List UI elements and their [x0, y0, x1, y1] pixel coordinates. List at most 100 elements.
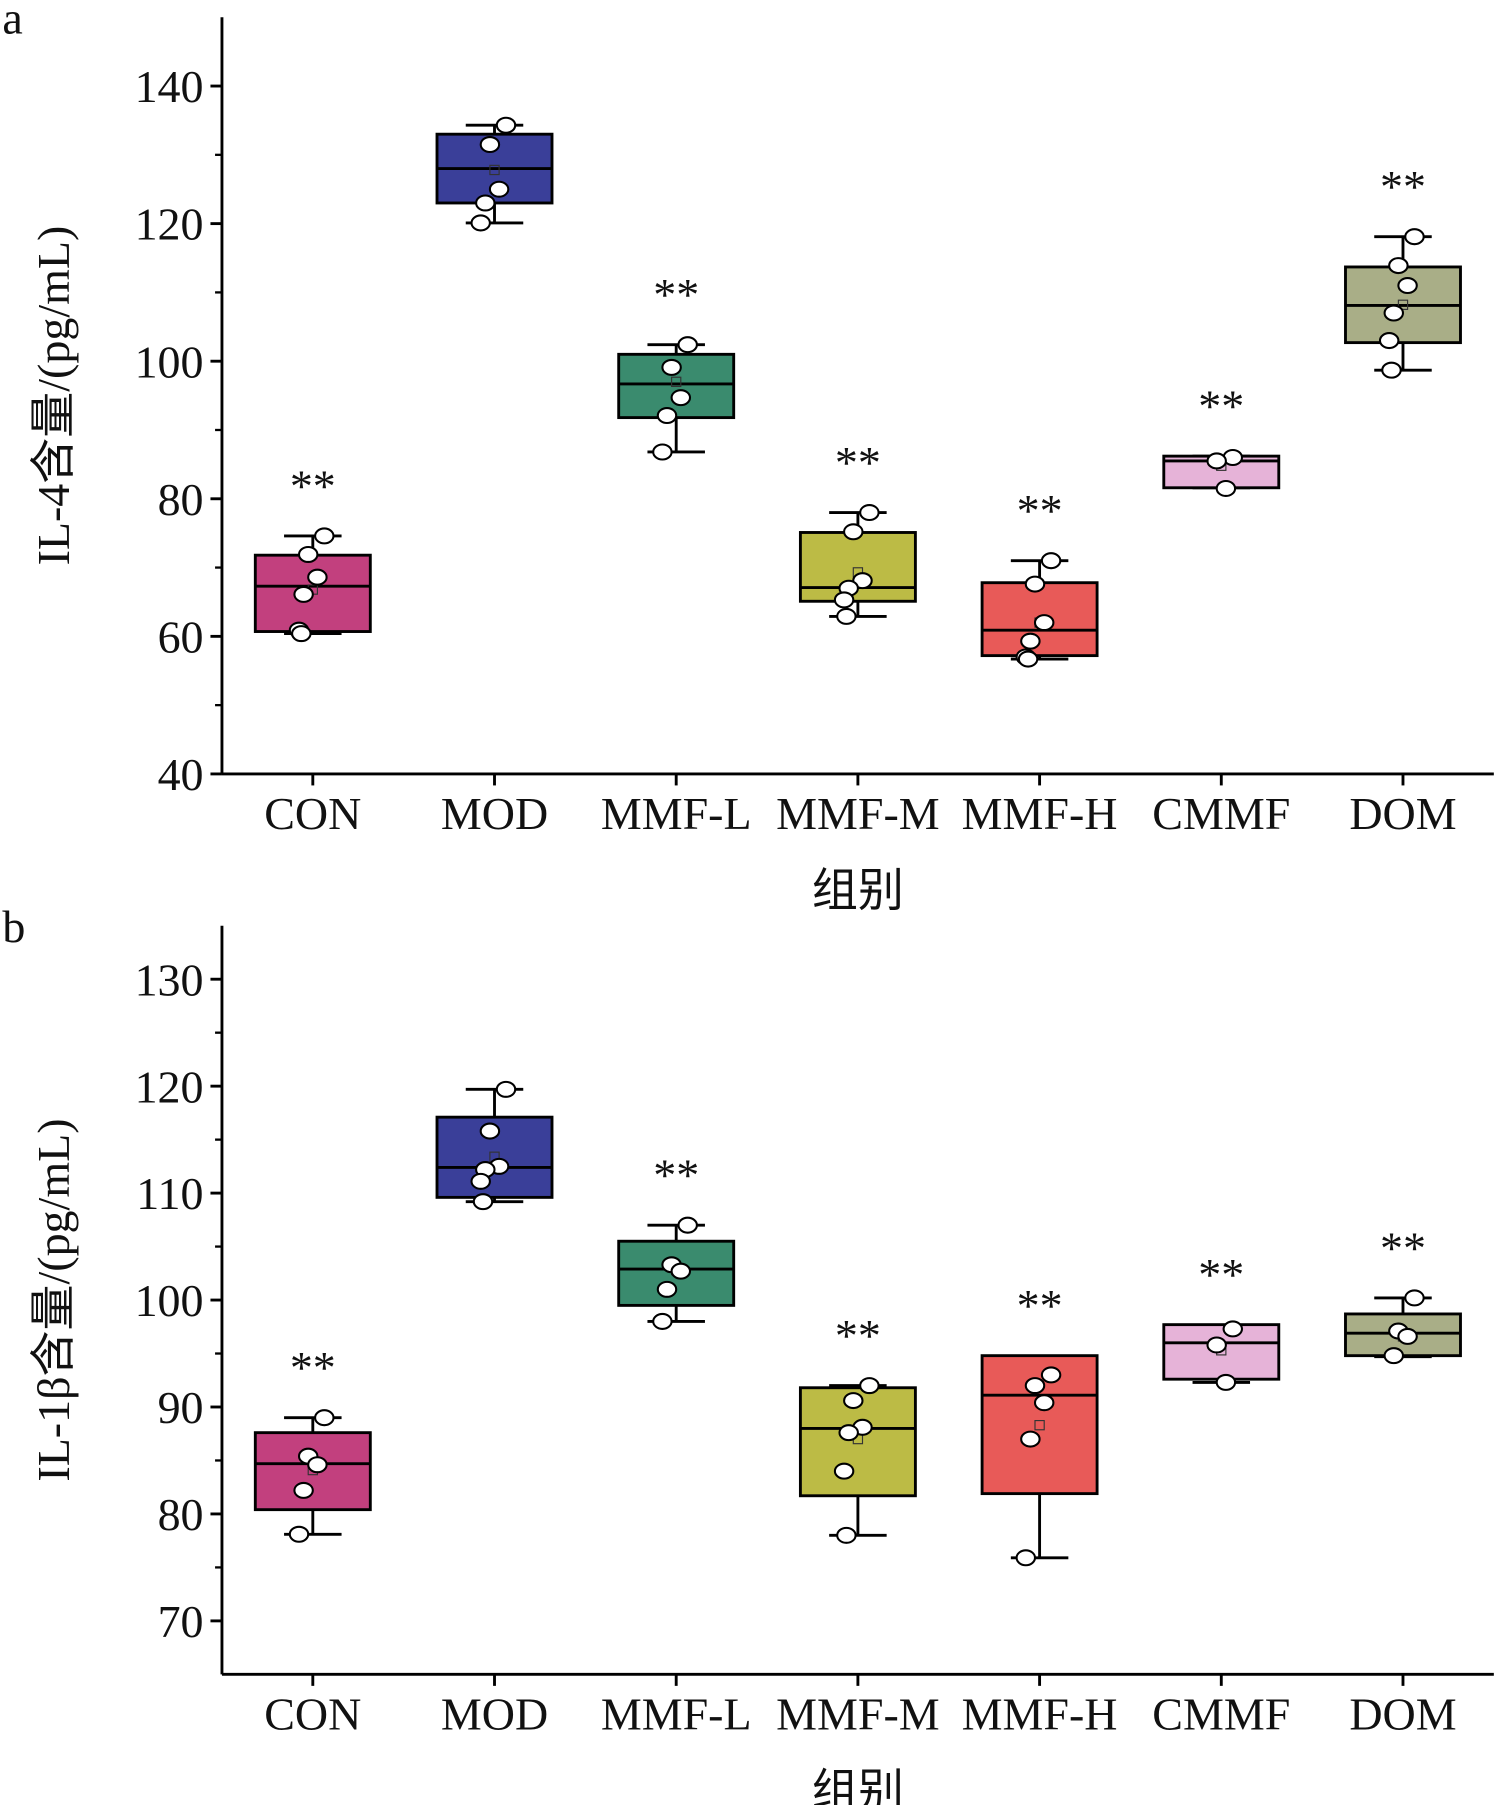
data-point	[293, 585, 314, 603]
data-point	[1033, 614, 1055, 632]
significance: **	[653, 1150, 699, 1201]
data-point	[670, 1262, 692, 1280]
data-point	[293, 1481, 314, 1499]
y-tick-label: 90	[158, 1382, 204, 1433]
data-point	[677, 1216, 698, 1234]
x-tick-label: DOM	[1349, 788, 1456, 839]
y-tick-label: 110	[136, 1168, 203, 1219]
x-tick-label: CON	[264, 788, 361, 839]
x-tick-label: DOM	[1349, 1689, 1456, 1740]
mean	[1034, 1420, 1045, 1431]
y-tick-label: 120	[135, 199, 204, 250]
data-point	[1015, 1549, 1037, 1567]
y-tick-label: 40	[158, 749, 204, 800]
y-tick-label: 70	[158, 1596, 204, 1647]
data-point	[677, 336, 698, 354]
significance: **	[835, 437, 881, 488]
y-tick-label: 100	[135, 1275, 204, 1326]
y-tick-label: 80	[158, 474, 204, 525]
significance: **	[1380, 1222, 1426, 1273]
data-point	[470, 214, 491, 232]
x-tick-label: MMF-L	[601, 788, 752, 839]
data-point	[1024, 575, 1046, 593]
y-tick-label: 130	[135, 954, 204, 1005]
data-point	[1020, 632, 1041, 650]
y-tick-label: 60	[158, 611, 204, 662]
mean	[671, 376, 682, 388]
panel-label: b	[2, 901, 25, 952]
y-tick-label: 80	[158, 1489, 204, 1540]
y-axis-title: IL-4含量/(pg/mL)	[28, 226, 79, 566]
data-point	[670, 389, 692, 407]
data-point	[1040, 552, 1062, 570]
significance: **	[290, 1342, 336, 1393]
significance: **	[290, 460, 336, 511]
x-tick-label: MMF-L	[601, 1689, 752, 1740]
data-point	[1020, 1430, 1041, 1448]
significance: **	[1198, 1249, 1244, 1300]
data-point	[1397, 277, 1418, 295]
data-point	[472, 1193, 494, 1211]
data-point	[656, 407, 678, 425]
data-point	[1206, 1336, 1227, 1354]
data-point	[652, 1312, 673, 1330]
data-point	[1024, 1377, 1046, 1395]
significance: **	[835, 1310, 881, 1361]
data-point	[1215, 479, 1237, 497]
data-point	[1222, 1320, 1244, 1338]
data-point	[843, 523, 864, 541]
data-point	[843, 1392, 864, 1410]
data-point	[652, 443, 673, 461]
y-axis-title: IL-1β含量/(pg/mL)	[28, 1118, 79, 1481]
box	[980, 1354, 1099, 1496]
data-point	[838, 1424, 859, 1442]
significance: **	[1380, 161, 1426, 212]
data-point	[1215, 1373, 1237, 1391]
data-point	[1378, 332, 1400, 350]
data-point	[859, 1377, 880, 1395]
data-point	[833, 591, 855, 609]
data-point	[1397, 1327, 1418, 1345]
data-point	[470, 1172, 491, 1190]
significance: **	[1017, 485, 1063, 536]
x-tick-label: MMF-M	[776, 788, 940, 839]
x-tick-label: CMMF	[1152, 1689, 1290, 1740]
data-point	[859, 504, 880, 522]
data-point	[1404, 1289, 1425, 1307]
x-tick-label: MMF-H	[962, 788, 1118, 839]
x-tick-label: MMF-M	[776, 1689, 940, 1740]
data-point	[314, 527, 335, 545]
data-point	[833, 1462, 855, 1480]
panel-label: a	[2, 0, 22, 43]
data-point	[661, 358, 682, 376]
data-point	[475, 194, 496, 212]
data-point	[479, 1122, 501, 1140]
data-point	[1388, 257, 1409, 275]
data-point	[1383, 304, 1405, 322]
data-point	[1206, 452, 1227, 470]
y-tick-label: 100	[135, 336, 204, 387]
data-point	[1017, 650, 1039, 668]
data-point	[495, 1080, 517, 1098]
data-point	[1033, 1394, 1055, 1412]
y-tick-label: 120	[135, 1061, 204, 1112]
data-point	[307, 568, 328, 586]
data-point	[291, 625, 312, 643]
data-point	[1383, 1347, 1405, 1365]
x-tick-label: MOD	[441, 1689, 548, 1740]
data-point	[1040, 1366, 1062, 1384]
x-tick-label: MMF-H	[962, 1689, 1118, 1740]
x-tick-label: CON	[264, 1689, 361, 1740]
data-point	[1381, 361, 1402, 379]
data-point	[1404, 228, 1425, 246]
mean	[489, 164, 500, 176]
significance: **	[1017, 1280, 1063, 1331]
data-point	[495, 116, 517, 134]
box	[798, 531, 917, 603]
data-point	[479, 136, 501, 154]
data-point	[488, 180, 510, 198]
x-axis-title: 组别	[812, 1766, 904, 1805]
y-tick-label: 140	[135, 61, 204, 112]
x-axis-title: 组别	[812, 865, 904, 916]
